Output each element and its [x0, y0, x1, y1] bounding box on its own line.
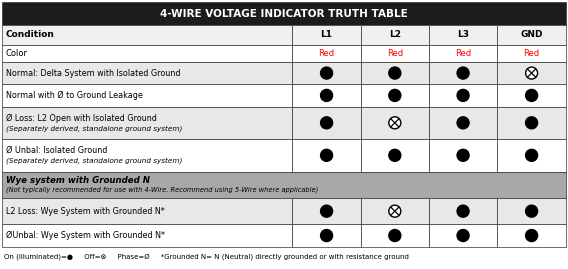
Text: On (illuminated)=●     Off=⊗     Phase=Ø     *Grounded N= N (Neutral) directly g: On (illuminated)=● Off=⊗ Phase=Ø *Ground…: [4, 253, 409, 260]
Bar: [497, 45, 566, 62]
Bar: [2, 172, 566, 198]
Circle shape: [320, 229, 333, 242]
Bar: [361, 224, 429, 247]
Text: Condition: Condition: [6, 30, 55, 40]
Bar: [2, 2, 566, 25]
Circle shape: [389, 67, 401, 79]
Bar: [361, 107, 429, 139]
Circle shape: [525, 117, 537, 129]
Circle shape: [320, 89, 333, 101]
Circle shape: [457, 67, 469, 79]
Bar: [497, 62, 566, 84]
Bar: [2, 62, 293, 84]
Circle shape: [457, 205, 469, 217]
Circle shape: [525, 149, 537, 161]
Bar: [2, 25, 293, 45]
Bar: [293, 198, 361, 224]
Circle shape: [525, 67, 537, 79]
Bar: [361, 198, 429, 224]
Text: L3: L3: [457, 30, 469, 40]
Text: Red: Red: [524, 49, 540, 58]
Text: 4-WIRE VOLTAGE INDICATOR TRUTH TABLE: 4-WIRE VOLTAGE INDICATOR TRUTH TABLE: [160, 9, 408, 19]
Bar: [293, 139, 361, 172]
Circle shape: [457, 117, 469, 129]
Circle shape: [457, 89, 469, 101]
Bar: [497, 139, 566, 172]
Bar: [293, 224, 361, 247]
Text: L1: L1: [320, 30, 333, 40]
Circle shape: [320, 67, 333, 79]
Bar: [293, 45, 361, 62]
Bar: [2, 107, 293, 139]
Text: (Separately derived, standalone ground system): (Separately derived, standalone ground s…: [6, 158, 182, 164]
Bar: [429, 62, 497, 84]
Text: L2: L2: [389, 30, 401, 40]
Bar: [429, 45, 497, 62]
Text: L2 Loss: Wye System with Grounded N*: L2 Loss: Wye System with Grounded N*: [6, 207, 165, 216]
Bar: [293, 107, 361, 139]
Bar: [497, 25, 566, 45]
Bar: [429, 107, 497, 139]
Circle shape: [457, 149, 469, 161]
Bar: [2, 84, 293, 107]
Bar: [293, 62, 361, 84]
Circle shape: [320, 149, 333, 161]
Text: Red: Red: [387, 49, 403, 58]
Bar: [361, 84, 429, 107]
Bar: [497, 107, 566, 139]
Circle shape: [320, 205, 333, 217]
Bar: [497, 84, 566, 107]
Text: GND: GND: [520, 30, 543, 40]
Bar: [293, 84, 361, 107]
Bar: [2, 139, 293, 172]
Bar: [2, 45, 293, 62]
Circle shape: [320, 117, 333, 129]
Bar: [293, 25, 361, 45]
Bar: [2, 224, 293, 247]
Bar: [429, 139, 497, 172]
Circle shape: [389, 89, 401, 101]
Bar: [429, 224, 497, 247]
Text: Normal: Delta System with Isolated Ground: Normal: Delta System with Isolated Groun…: [6, 69, 181, 77]
Bar: [497, 224, 566, 247]
Circle shape: [457, 229, 469, 242]
Bar: [497, 198, 566, 224]
Text: Red: Red: [455, 49, 471, 58]
Circle shape: [389, 117, 401, 129]
Circle shape: [525, 229, 537, 242]
Circle shape: [389, 229, 401, 242]
Text: Ø Unbal: Isolated Ground: Ø Unbal: Isolated Ground: [6, 146, 107, 155]
Bar: [429, 198, 497, 224]
Text: (Separately derived, standalone ground system): (Separately derived, standalone ground s…: [6, 125, 182, 132]
Bar: [361, 45, 429, 62]
Circle shape: [389, 149, 401, 161]
Bar: [429, 25, 497, 45]
Circle shape: [525, 205, 537, 217]
Bar: [2, 198, 293, 224]
Text: ØUnbal: Wye System with Grounded N*: ØUnbal: Wye System with Grounded N*: [6, 231, 165, 240]
Circle shape: [389, 205, 401, 217]
Text: Color: Color: [6, 49, 28, 58]
Text: Ø Loss: L2 Open with Isolated Ground: Ø Loss: L2 Open with Isolated Ground: [6, 113, 157, 123]
Text: Wye system with Grounded N: Wye system with Grounded N: [6, 175, 150, 185]
Bar: [429, 84, 497, 107]
Circle shape: [525, 89, 537, 101]
Bar: [361, 62, 429, 84]
Bar: [361, 139, 429, 172]
Bar: [361, 25, 429, 45]
Text: (Not typically recommended for use with 4-Wire. Recommend using 5-Wire where app: (Not typically recommended for use with …: [6, 187, 318, 193]
Text: Normal with Ø to Ground Leakage: Normal with Ø to Ground Leakage: [6, 91, 143, 100]
Text: Red: Red: [319, 49, 335, 58]
